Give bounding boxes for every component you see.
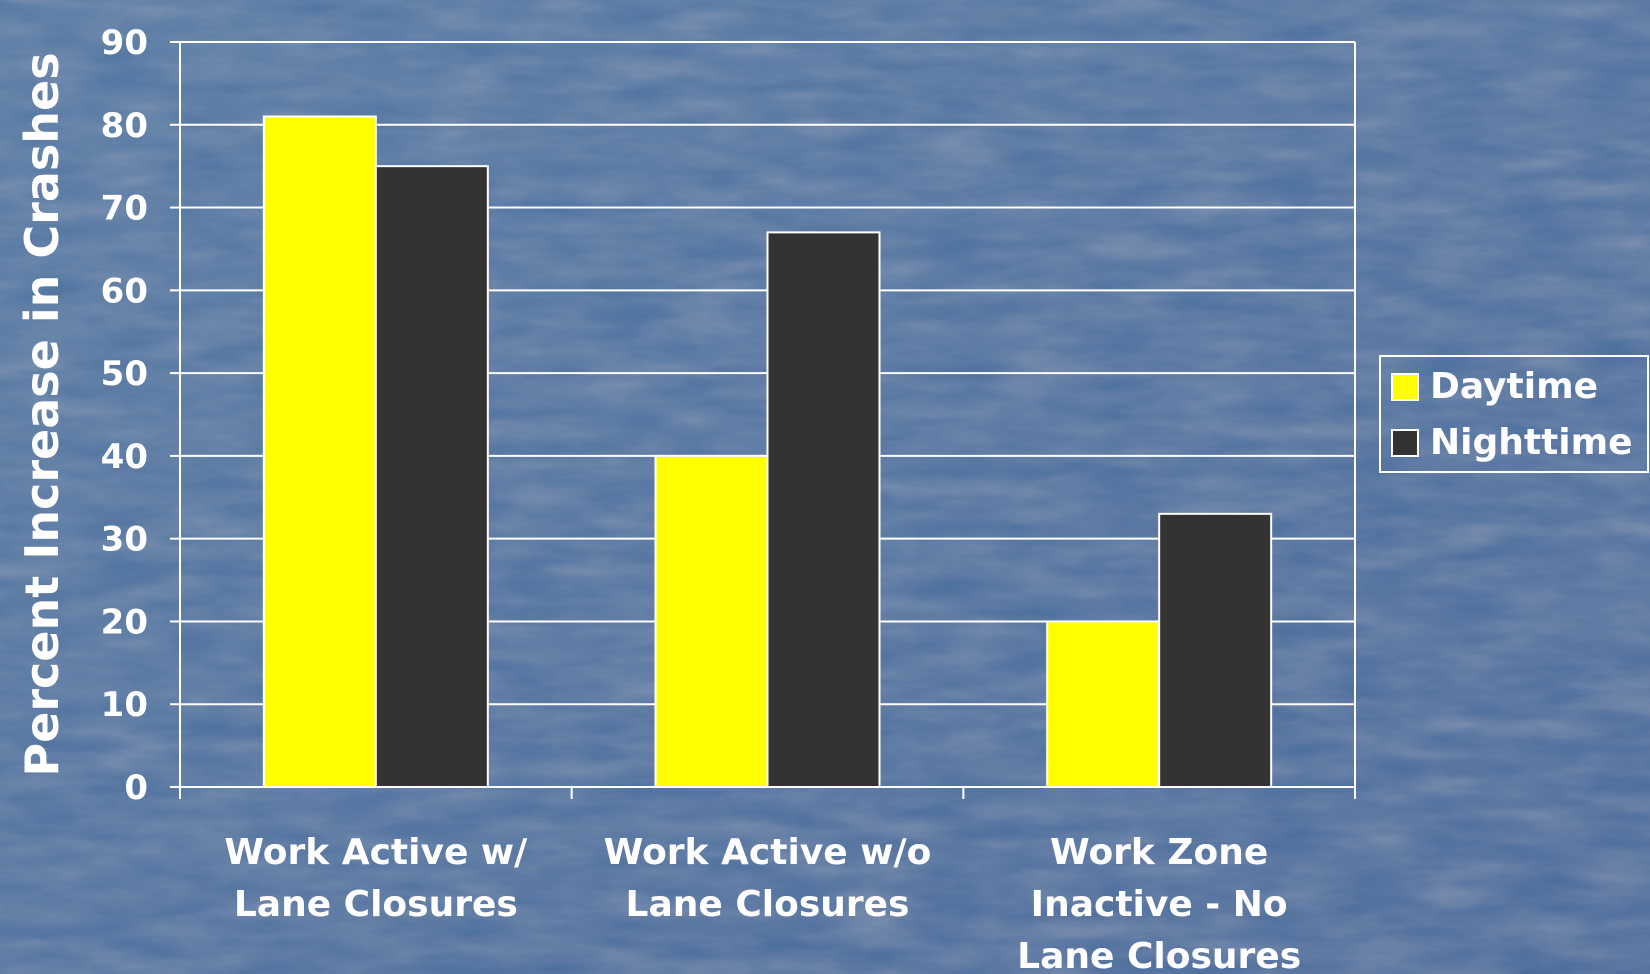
x-category-label-line: Work Active w/o bbox=[604, 832, 932, 873]
bar-daytime-1 bbox=[262, 115, 377, 788]
x-category-label: Work Zone Inactive - No Lane Closures bbox=[1017, 832, 1301, 974]
bar-nighttime-2 bbox=[766, 231, 881, 788]
y-tick-label: 90 bbox=[101, 23, 148, 63]
bars bbox=[262, 115, 1273, 789]
x-category-label-line: Work Zone bbox=[1050, 832, 1268, 873]
x-category-label-line: Lane Closures bbox=[1017, 936, 1301, 974]
bar-nighttime-1 bbox=[374, 165, 489, 788]
bar-daytime-2 bbox=[654, 454, 769, 788]
x-category-label-line: Inactive - No bbox=[1031, 884, 1288, 925]
x-category-label-line: Lane Closures bbox=[234, 884, 518, 925]
legend-box bbox=[1379, 355, 1649, 473]
legend-swatch-daytime bbox=[1391, 373, 1419, 401]
y-tick-label: 20 bbox=[101, 602, 148, 642]
x-category-label-line: Lane Closures bbox=[626, 884, 910, 925]
y-tick-label: 10 bbox=[101, 685, 148, 725]
bar-nighttime-3 bbox=[1158, 512, 1273, 788]
y-tick-labels: 0 10 20 30 40 50 60 70 80 90 bbox=[101, 23, 148, 808]
x-category-label: Work Active w/o Lane Closures bbox=[604, 832, 932, 925]
legend-swatch-nighttime bbox=[1391, 429, 1419, 457]
y-tick-label: 40 bbox=[101, 437, 148, 477]
y-tick-label: 80 bbox=[101, 106, 148, 146]
legend-label-daytime: Daytime bbox=[1430, 366, 1598, 407]
y-tick-label: 0 bbox=[124, 768, 148, 808]
y-axis-label: Percent Increase in Crashes bbox=[15, 52, 69, 776]
y-tick-label: 50 bbox=[101, 354, 148, 394]
y-tick-label: 30 bbox=[101, 520, 148, 560]
y-tick-label: 60 bbox=[101, 271, 148, 311]
bar-daytime-3 bbox=[1046, 620, 1161, 789]
x-category-label-line: Work Active w/ bbox=[224, 832, 528, 873]
legend-label-nighttime: Nighttime bbox=[1430, 422, 1633, 463]
axes bbox=[170, 41, 1356, 799]
x-category-label: Work Active w/Lane Closures bbox=[224, 832, 528, 925]
y-tick-label: 70 bbox=[101, 189, 148, 229]
legend: Daytime Nighttime bbox=[1379, 355, 1649, 473]
